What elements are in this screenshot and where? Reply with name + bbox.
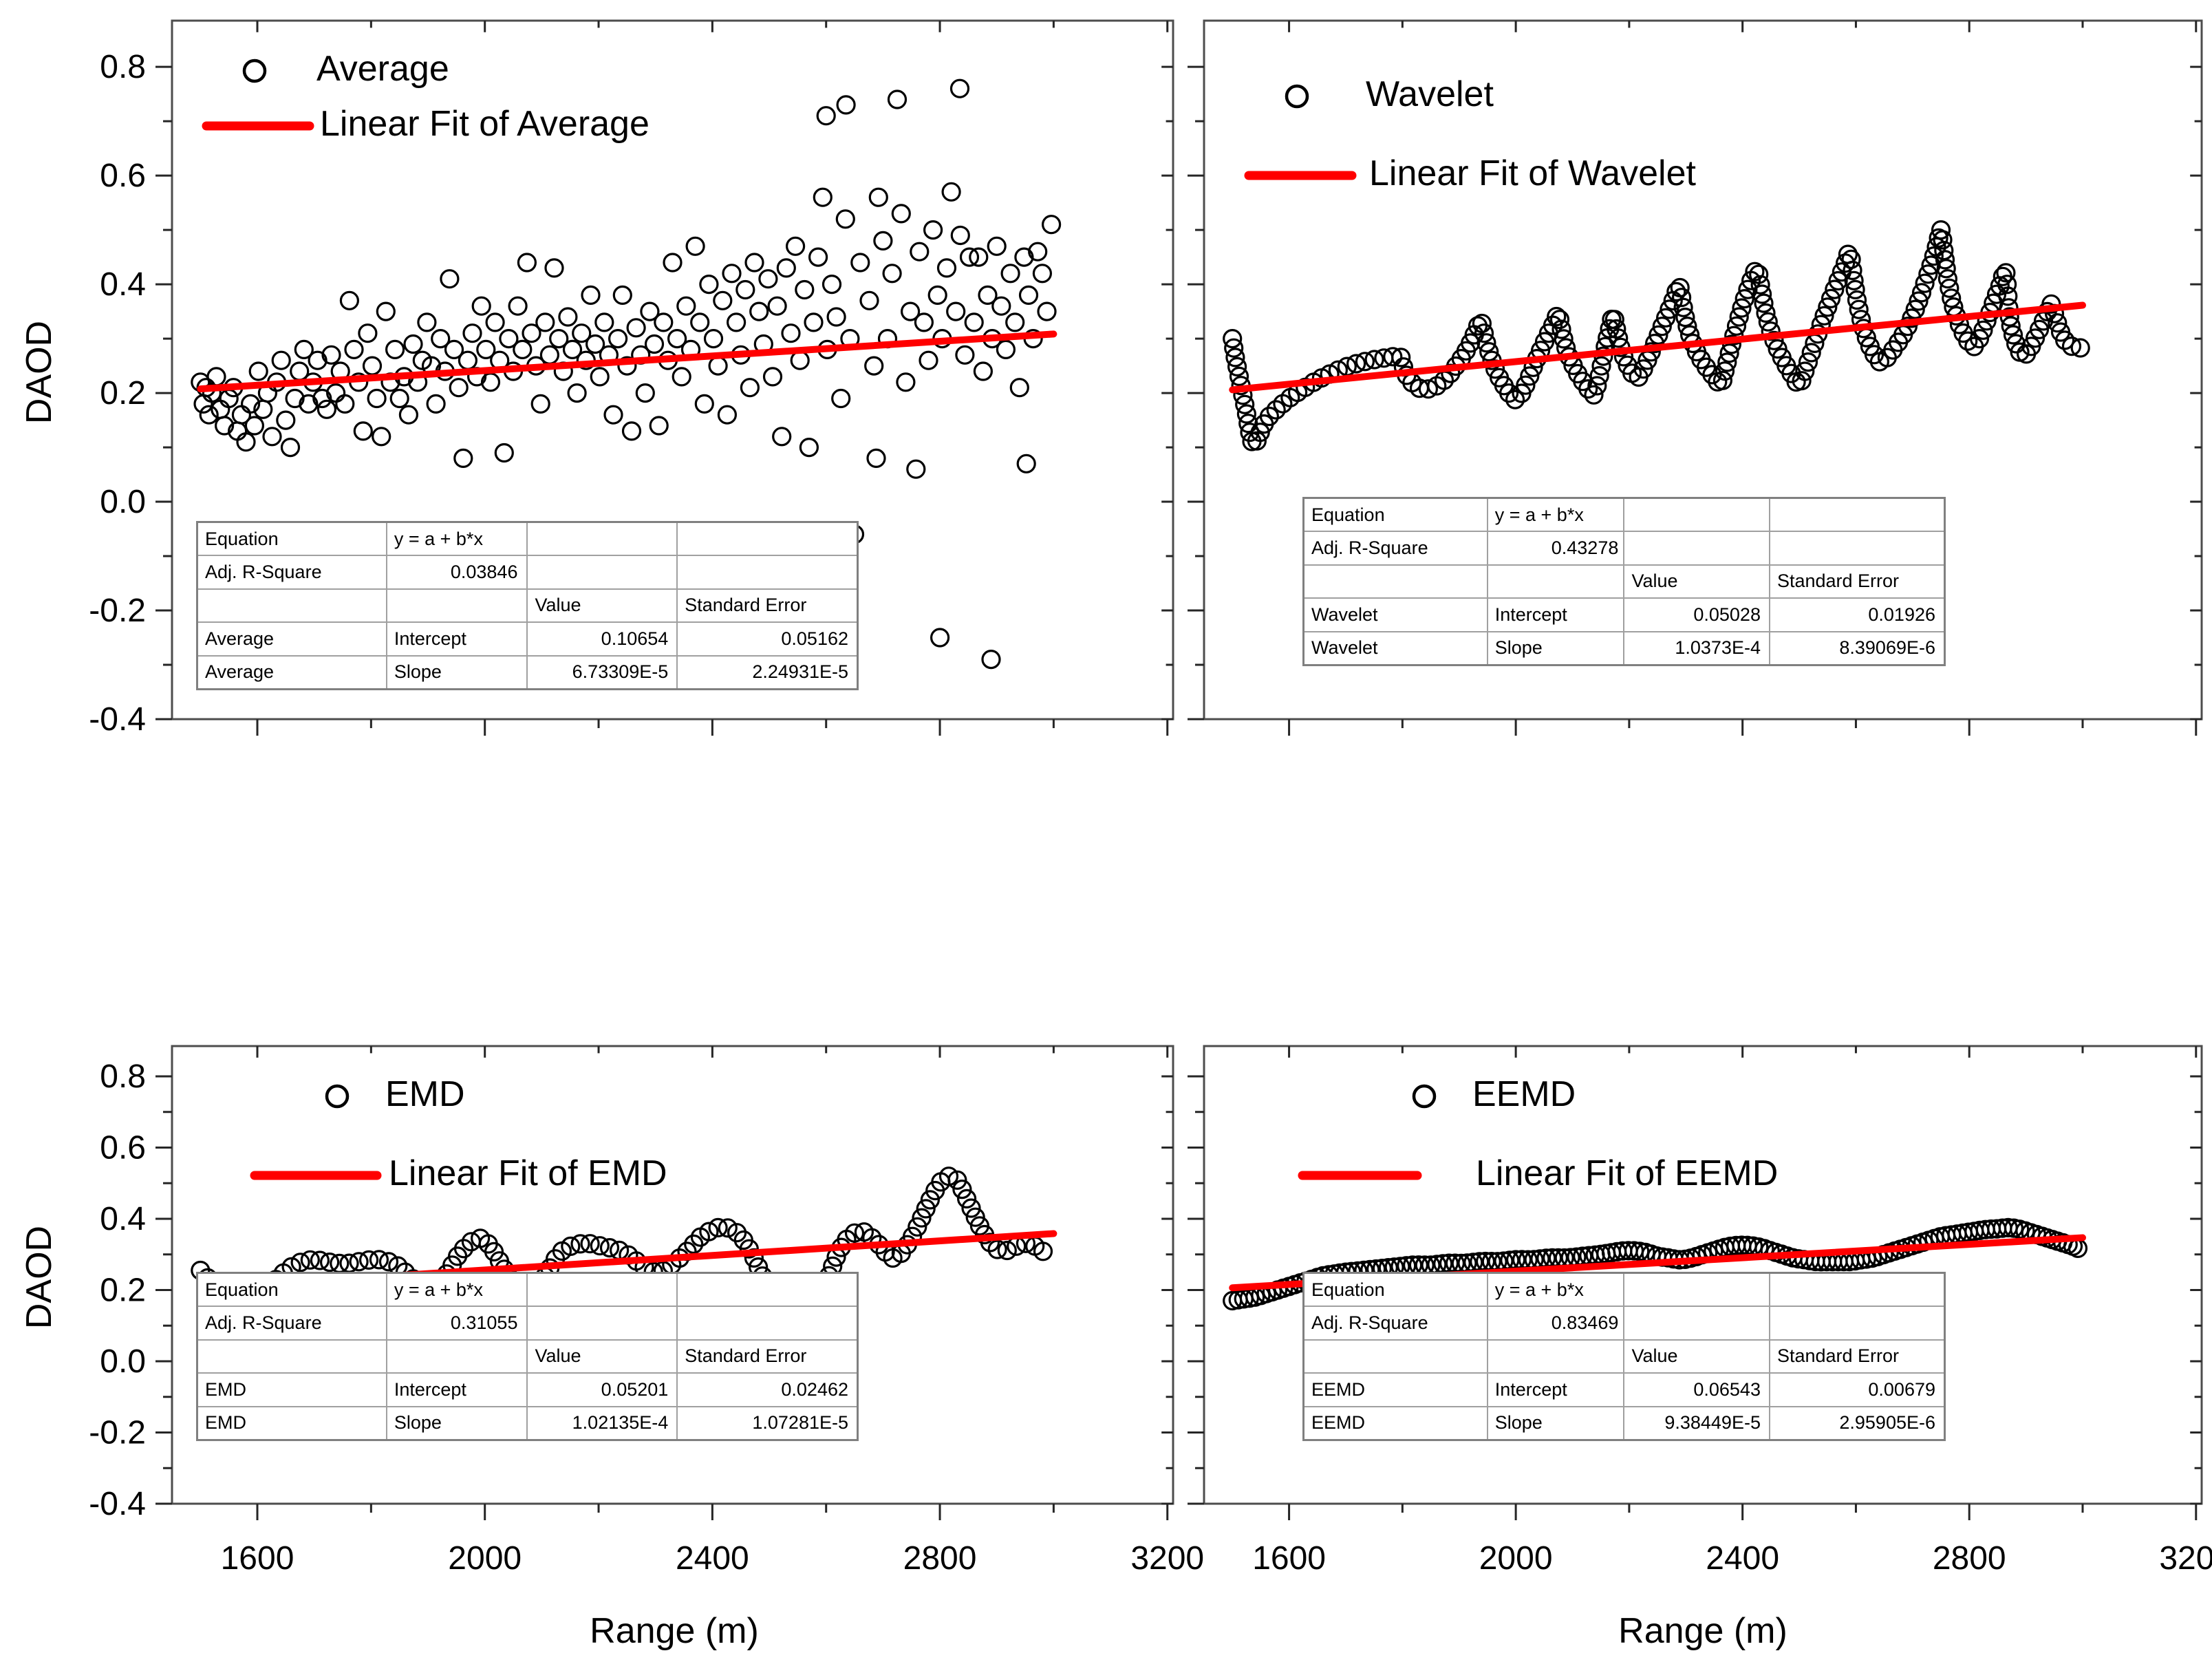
eemd-legend [1298,1084,1437,1180]
panel-wavelet [1188,19,2203,736]
y-tick-label: 0.0 [100,484,146,520]
axis-ticks [1188,21,2202,736]
axis-ticks [155,21,1173,736]
x-tick-label: 1600 [221,1540,294,1577]
average-legend [202,58,314,131]
axis-ticks [155,1046,1173,1520]
average-scatter-series [191,78,1062,670]
x-tick-label: 2800 [1933,1540,2006,1577]
y-tick-label: 0.8 [100,1058,146,1095]
y-tick-label: -0.2 [89,593,146,629]
emd-scatter-series [191,1166,1053,1336]
emd-legend [250,1084,382,1180]
panel-average: 0.8 0.6 0.4 0.2 0.0 -0.2 -0.4 [89,19,1174,738]
panel-frame [1203,1045,2203,1505]
wavelet-legend [1244,84,1357,180]
y-tick-label: 0.2 [100,1272,146,1308]
legend-marker-icon [242,58,267,83]
axis-ticks [1188,1046,2202,1520]
legend-marker-icon [1412,1084,1437,1109]
y-tick-label: -0.4 [89,1486,146,1522]
y-tick-label: 0.6 [100,158,146,194]
y-tick-label: 0.6 [100,1129,146,1166]
x-tick-label: 1600 [1252,1540,1326,1577]
average-fit-line [197,330,1057,393]
wavelet-fit-line [1229,301,2086,394]
wavelet-scatter-series [1223,220,2090,451]
x-tick-label: 2400 [1706,1540,1779,1577]
y-tick-label: -0.4 [89,701,146,738]
x-tick-label: 3200 [2159,1540,2212,1577]
x-tick-label: 2000 [1479,1540,1553,1577]
panel-eemd: 1600 2000 2400 2800 3200 [1188,1045,2212,1577]
panel-frame [1203,19,2203,721]
y-tick-label: 0.2 [100,375,146,412]
panel-frame [171,1045,1174,1505]
y-tick-label: 0.4 [100,266,146,303]
panel-frame [171,19,1174,721]
x-tick-label: 2000 [448,1540,522,1577]
y-tick-label: 0.4 [100,1201,146,1237]
y-tick-label: 0.0 [100,1343,146,1380]
x-tick-label: 2400 [676,1540,749,1577]
x-tick-label: 2800 [903,1540,977,1577]
legend-marker-icon [1285,84,1309,109]
y-tick-label: 0.8 [100,49,146,85]
y-tick-label: -0.2 [89,1414,146,1451]
x-tick-label: 3200 [1130,1540,1204,1577]
panel-emd: 1600 2000 2400 2800 3200 0.8 0.6 0.4 0.2 0.0 -0.2 -… [89,1045,1204,1577]
legend-marker-icon [325,1084,350,1109]
